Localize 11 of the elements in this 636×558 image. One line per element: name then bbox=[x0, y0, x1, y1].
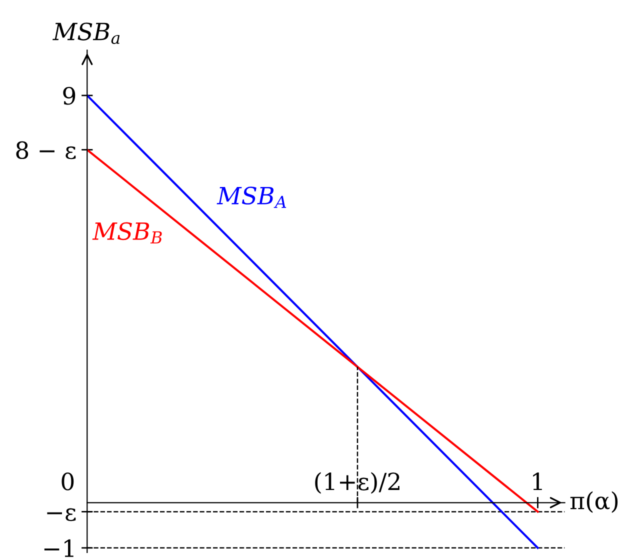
y-tick-label: −1 bbox=[44, 539, 74, 557]
series-label: MSB$_{B}$ bbox=[92, 222, 162, 244]
x-tick-label: 1 bbox=[533, 472, 542, 490]
series-label: MSB$_{A}$ bbox=[216, 186, 286, 208]
y-tick-label: 9 bbox=[63, 86, 76, 105]
y-tick-label: −ε bbox=[47, 508, 76, 522]
x-tick-label: 0 bbox=[62, 472, 74, 490]
x-axis-title: π(α) bbox=[570, 491, 618, 513]
x-tick-label: (1+ε)/2 bbox=[315, 472, 400, 494]
y-tick-label: 8 − ε bbox=[16, 141, 76, 160]
y-axis-title: MSB$_{a}$ bbox=[52, 22, 120, 44]
